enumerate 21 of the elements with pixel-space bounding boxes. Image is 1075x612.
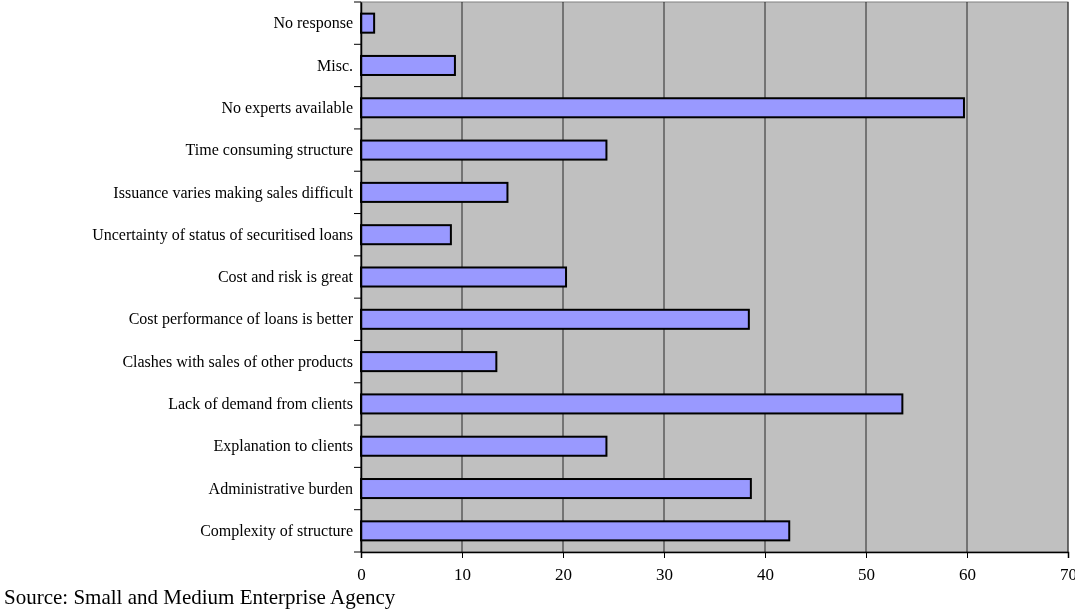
y-tick-label: Explanation to clients [213,437,353,456]
y-tick-label: Administrative burden [208,479,353,497]
y-tick-label: Cost performance of loans is better [128,310,354,329]
x-tick-label: 30 [656,565,673,585]
x-tick-label: 50 [858,565,875,585]
source-note: Source: Small and Medium Enterprise Agency [4,585,396,609]
x-tick-label: 10 [454,565,471,585]
y-tick-label: Complexity of structure [200,521,353,540]
y-tick-label: Time consuming structure [185,141,353,160]
x-tick-label: 40 [757,565,774,585]
y-tick-label: Uncertainty of status of securitised loans [92,225,353,244]
x-tick-label: 60 [959,565,976,585]
y-tick-label: Lack of demand from clients [168,395,353,413]
x-tick-label: 20 [555,565,572,585]
x-tick-label: 0 [357,565,366,585]
y-tick-label: Cost and risk is great [217,268,354,287]
y-tick-label: Issuance varies making sales difficult [113,183,354,202]
y-tick-label: No response [273,14,353,33]
y-tick-label: No experts available [221,98,353,117]
y-tick-label: Clashes with sales of other products [122,352,353,371]
y-tick-label: Misc. [317,56,353,74]
